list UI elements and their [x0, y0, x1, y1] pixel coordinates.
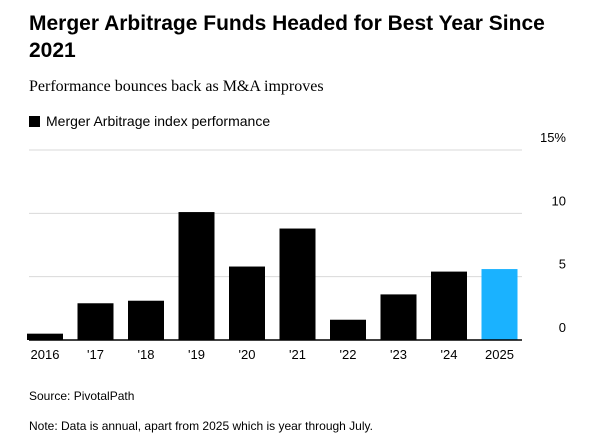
bar: [229, 266, 265, 340]
legend-label: Merger Arbitrage index performance: [46, 113, 271, 129]
x-tick-label: '24: [441, 347, 458, 362]
y-tick-label: 5: [559, 257, 566, 272]
bar: [380, 294, 417, 340]
x-tick-label: '21: [289, 347, 306, 362]
legend-swatch: [29, 115, 40, 127]
y-tick-label: 10: [552, 193, 566, 208]
x-tick-label: '18: [138, 347, 155, 362]
footnote: Note: Data is annual, apart from 2025 wh…: [29, 419, 373, 433]
x-tick-label: '22: [340, 347, 357, 362]
legend: Merger Arbitrage index performance: [29, 112, 270, 130]
x-tick-label: 2016: [31, 347, 60, 362]
x-axis-labels: 2016 '17 '18 '19 '20 '21 '22 '23 '24 2025: [31, 347, 514, 362]
x-tick-label: 2025: [485, 347, 514, 362]
x-tick-label: '23: [390, 347, 407, 362]
bar: [178, 212, 215, 340]
x-tick-label: '17: [87, 347, 104, 362]
x-tick-label: '20: [239, 347, 256, 362]
chart-subtitle: Performance bounces back as M&A improves: [29, 78, 324, 95]
x-tick-label: '19: [188, 347, 205, 362]
bar: [330, 319, 366, 340]
bar: [128, 300, 164, 340]
y-tick-label: 0: [559, 320, 566, 335]
bars: [27, 212, 518, 340]
y-axis-labels: 0 5 10 15%: [540, 130, 566, 335]
bar: [481, 269, 518, 340]
chart-title: Merger Arbitrage Funds Headed for Best Y…: [29, 12, 545, 62]
grid-lines: [29, 149, 522, 278]
bar: [77, 303, 114, 340]
bar: [431, 271, 467, 340]
bar: [279, 228, 316, 340]
source-note: Source: PivotalPath: [29, 389, 135, 403]
y-tick-label: 15%: [540, 130, 566, 145]
bar: [27, 333, 63, 340]
